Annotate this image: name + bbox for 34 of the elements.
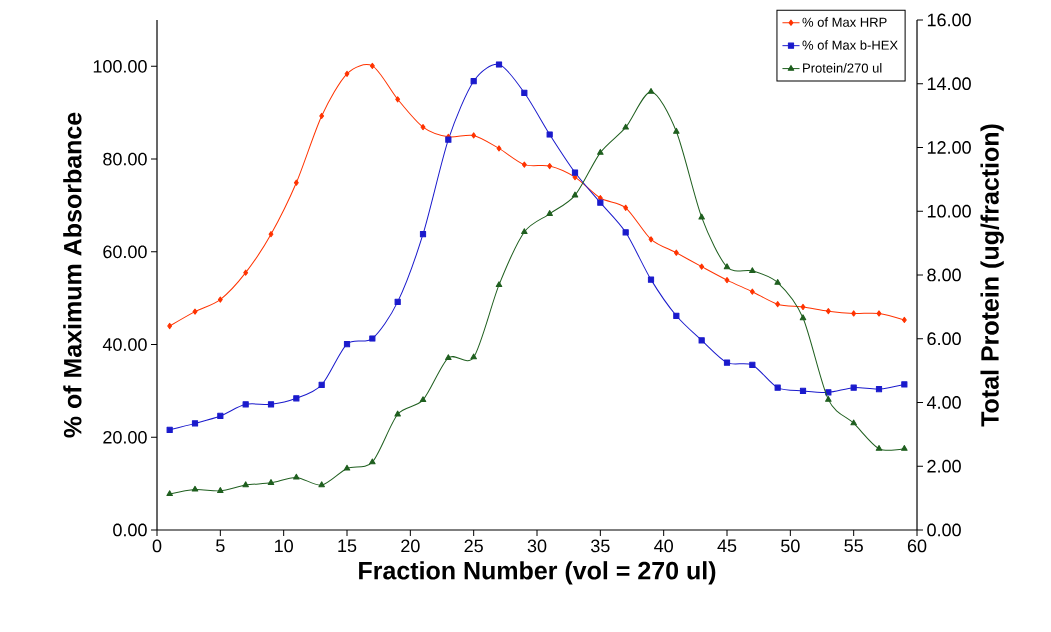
x-tick-label: 10	[275, 539, 293, 553]
y-tick-label: 20.00	[103, 430, 147, 444]
x-tick-label: 5	[216, 539, 225, 553]
x-tick-label: 50	[781, 539, 800, 553]
y2-tick-label: 4.00	[926, 396, 961, 409]
y2-tick-label: 2.00	[927, 459, 961, 473]
x-tick-label: 35	[591, 539, 610, 553]
x-tick-label: 20	[401, 539, 420, 553]
y-tick-label: 0.00	[113, 523, 147, 537]
x-tick-label: 30	[527, 539, 547, 553]
y2-tick-label: 14.00	[927, 77, 971, 91]
y-tick-label: 100.00	[93, 59, 147, 73]
y2-tick-label: 10.00	[927, 204, 971, 218]
legend-label: % of Max HRP	[802, 17, 887, 27]
y2-tick-label: 8.00	[927, 268, 961, 282]
x-tick-label: 0	[152, 539, 162, 553]
x-axis-title: Fraction Number (vol = 270 ul)	[359, 561, 716, 585]
x-tick-label: 45	[717, 539, 737, 553]
x-tick-label: 60	[907, 539, 927, 553]
y2-tick-label: 0.00	[927, 523, 961, 537]
y2-tick-label: 12.00	[927, 141, 971, 154]
y-tick-label: 40.00	[102, 338, 147, 351]
y-axis-title: % of Maximum Absorbance	[63, 112, 82, 438]
x-tick-label: 25	[464, 539, 483, 553]
x-tick-label: 40	[654, 539, 673, 553]
y-tick-label: 80.00	[103, 152, 147, 166]
legend-label: % of Max b-HEX	[802, 40, 898, 50]
y2-tick-label: 16.00	[927, 13, 971, 27]
x-tick-label: 55	[844, 539, 863, 553]
x-tick-label: 15	[338, 539, 357, 553]
y2-tick-label: 6.00	[927, 332, 961, 346]
legend-label: Protein/270 ul	[803, 63, 882, 73]
y2-axis-title: Total Protein (ug/fraction)	[980, 124, 1004, 427]
y-tick-label: 60.00	[103, 245, 147, 259]
